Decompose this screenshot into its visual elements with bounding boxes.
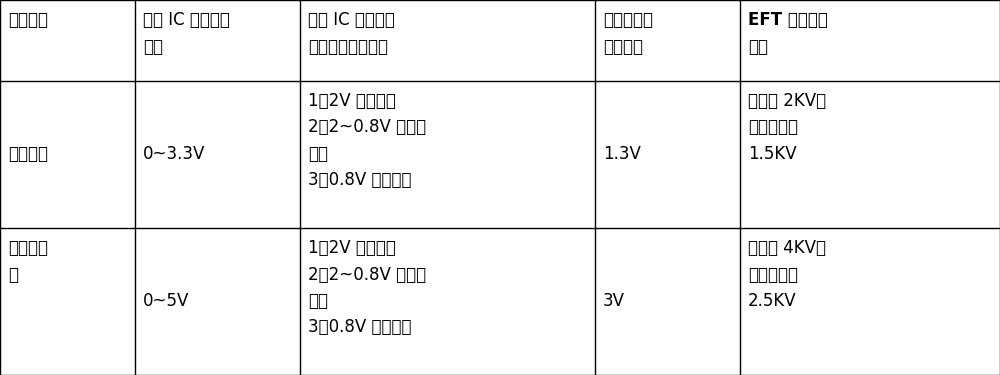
Text: 1）2V 以上高；
2）2~0.8V 为不确
定；
3）0.8V 以下为低: 1）2V 以上高； 2）2~0.8V 为不确 定； 3）0.8V 以下为低 <box>308 92 426 189</box>
Text: 0~3.3V: 0~3.3V <box>143 146 205 164</box>
Text: 本发明电
路: 本发明电 路 <box>8 239 48 284</box>
Text: 电源端 4KV，
控制线耦合
2.5KV: 电源端 4KV， 控制线耦合 2.5KV <box>748 239 826 310</box>
Text: 1.3V: 1.3V <box>603 146 641 164</box>
Text: 判定高电平
余量差值: 判定高电平 余量差值 <box>603 11 653 56</box>
Text: EFT 对比测试
效果: EFT 对比测试 效果 <box>748 11 828 56</box>
Text: 0~5V: 0~5V <box>143 292 189 310</box>
Text: 传统电路: 传统电路 <box>8 146 48 164</box>
Text: 与门 IC 输入电平
范围: 与门 IC 输入电平 范围 <box>143 11 230 56</box>
Text: 1）2V 以上高；
2）2~0.8V 为不确
定；
3）0.8V 以下为低: 1）2V 以上高； 2）2~0.8V 为不确 定； 3）0.8V 以下为低 <box>308 239 426 336</box>
Text: 电源端 2KV，
控制线耦合
1.5KV: 电源端 2KV， 控制线耦合 1.5KV <box>748 92 826 163</box>
Text: 电路形式: 电路形式 <box>8 11 48 29</box>
Text: 3V: 3V <box>603 292 625 310</box>
Text: 与门 IC 输入电平
高低电平判定标准: 与门 IC 输入电平 高低电平判定标准 <box>308 11 395 56</box>
